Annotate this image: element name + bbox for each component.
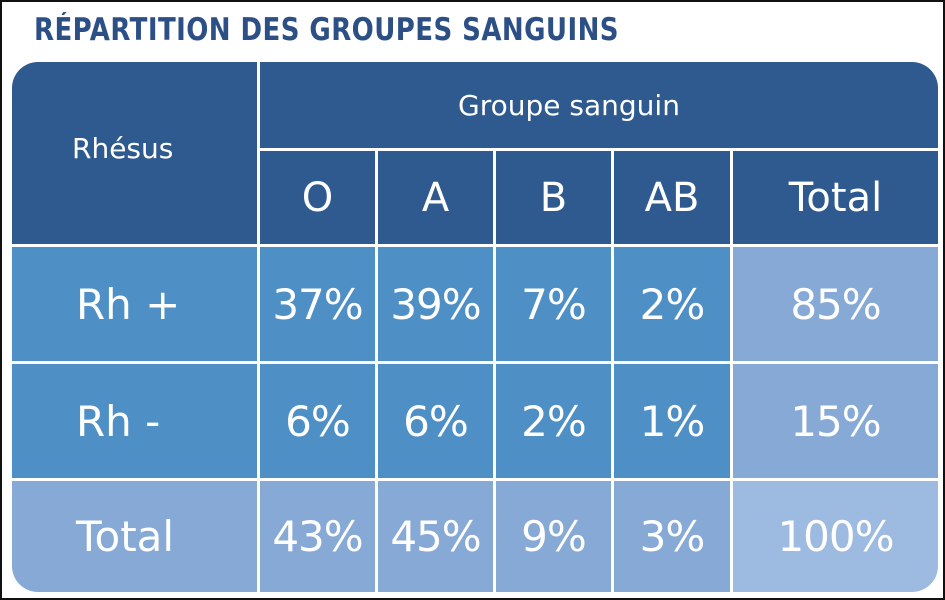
cell-rh-plus-total: 85%: [733, 247, 938, 361]
cell-rh-minus-ab: 1%: [614, 364, 730, 478]
col-header-a: A: [378, 151, 493, 244]
chart-title: RÉPARTITION DES GROUPES SANGUINS: [34, 12, 619, 48]
cell-total-a: 45%: [378, 481, 493, 592]
cell-rh-minus-b: 2%: [496, 364, 611, 478]
cell-rh-minus-a: 6%: [378, 364, 493, 478]
row-label-rh-minus: Rh -: [12, 364, 257, 478]
row-label-rh-plus: Rh +: [12, 247, 257, 361]
cell-rh-minus-o: 6%: [260, 364, 375, 478]
blood-group-table: Rhésus Groupe sanguin O A B AB Total Rh …: [12, 62, 938, 592]
col-header-b: B: [496, 151, 611, 244]
rhesus-header: Rhésus: [12, 62, 257, 244]
col-header-o: O: [260, 151, 375, 244]
cell-rh-plus-o: 37%: [260, 247, 375, 361]
row-label-total: Total: [12, 481, 257, 592]
cell-total-o: 43%: [260, 481, 375, 592]
cell-rh-plus-ab: 2%: [614, 247, 730, 361]
cell-grand-total: 100%: [733, 481, 938, 592]
cell-rh-plus-a: 39%: [378, 247, 493, 361]
col-header-ab: AB: [614, 151, 730, 244]
blood-group-header: Groupe sanguin: [260, 62, 938, 148]
cell-total-b: 9%: [496, 481, 611, 592]
cell-rh-minus-total: 15%: [733, 364, 938, 478]
cell-total-ab: 3%: [614, 481, 730, 592]
col-header-total: Total: [733, 151, 938, 244]
cell-rh-plus-b: 7%: [496, 247, 611, 361]
